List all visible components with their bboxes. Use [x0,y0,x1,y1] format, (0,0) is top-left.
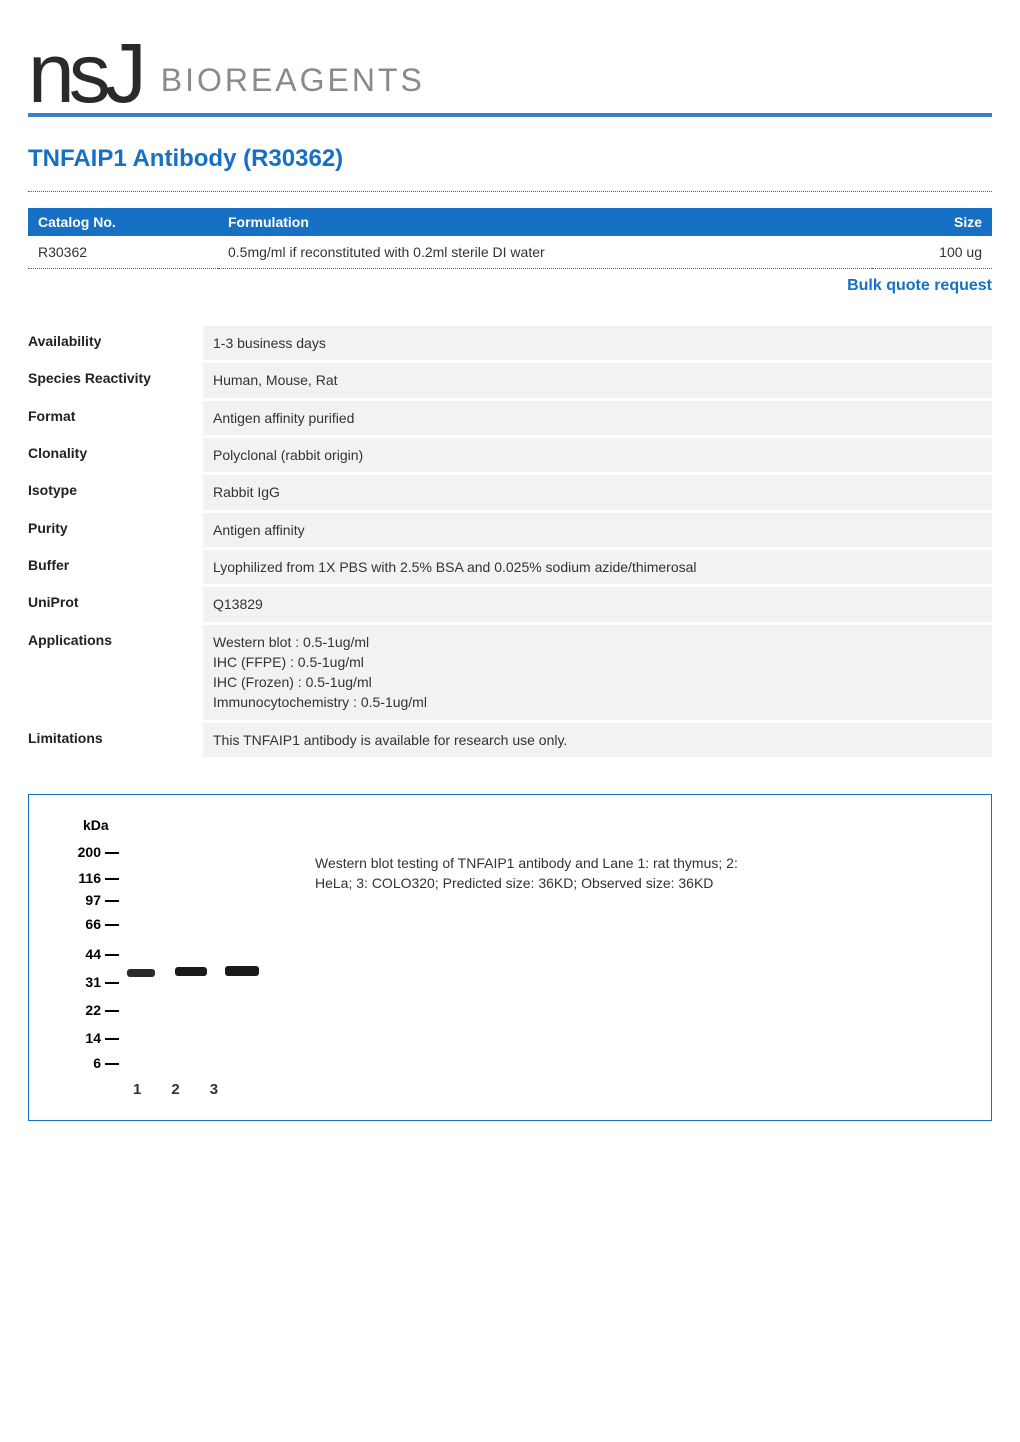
spec-value: 1-3 business days [203,326,992,360]
spec-label: Format [28,401,203,435]
catalog-header-formulation: Formulation [218,208,872,236]
spec-label: UniProt [28,587,203,621]
spec-value: This TNFAIP1 antibody is available for r… [203,723,992,757]
ladder-tick [105,878,119,880]
ladder-mw-label: 66 [55,916,101,932]
ladder-tick [105,852,119,854]
figure-caption: Western blot testing of TNFAIP1 antibody… [315,853,755,894]
spec-value: Q13829 [203,587,992,621]
blot-band [127,969,155,977]
ladder-mw-label: 44 [55,946,101,962]
catalog-table: Catalog No. Formulation Size R30362 0.5m… [28,208,992,269]
western-blot: kDa 2001169766443122146 1 2 3 [55,817,279,1098]
spec-row: ApplicationsWestern blot : 0.5-1ug/ml IH… [28,625,992,720]
catalog-cell-size: 100 ug [872,236,992,269]
catalog-cell-formulation: 0.5mg/ml if reconstituted with 0.2ml ste… [218,236,872,269]
bulk-quote-link[interactable]: Bulk quote request [847,277,992,294]
spec-value: Human, Mouse, Rat [203,363,992,397]
spec-table: Availability1-3 business daysSpecies Rea… [28,323,992,760]
spec-label: Buffer [28,550,203,584]
spec-value: Lyophilized from 1X PBS with 2.5% BSA an… [203,550,992,584]
ladder-tick [105,1063,119,1065]
spec-row: IsotypeRabbit IgG [28,475,992,509]
spec-label: Isotype [28,475,203,509]
spec-row: ClonalityPolyclonal (rabbit origin) [28,438,992,472]
ladder-tick [105,1010,119,1012]
ladder-tick [105,954,119,956]
ladder-tick [105,924,119,926]
spec-row: UniProtQ13829 [28,587,992,621]
logo-bioreagents: BIOREAGENTS [161,62,425,99]
ladder-mw-label: 31 [55,974,101,990]
lane-label-2: 2 [171,1081,179,1098]
ladder-mw-label: 6 [55,1055,101,1071]
header-rule [28,113,992,117]
catalog-header-catno: Catalog No. [28,208,218,236]
spec-value: Western blot : 0.5-1ug/ml IHC (FFPE) : 0… [203,625,992,720]
ladder-tick [105,982,119,984]
spec-row: Species ReactivityHuman, Mouse, Rat [28,363,992,397]
figure-box: kDa 2001169766443122146 1 2 3 Western bl… [28,794,992,1121]
logo-ns: ns [28,40,105,107]
title-underline [28,191,992,192]
blot-band [225,966,259,976]
ladder-mw-label: 200 [55,844,101,860]
spec-row: LimitationsThis TNFAIP1 antibody is avai… [28,723,992,757]
lane-area [119,841,279,1075]
spec-label: Limitations [28,723,203,757]
lane-labels: 1 2 3 [133,1081,279,1098]
spec-value: Polyclonal (rabbit origin) [203,438,992,472]
spec-row: PurityAntigen affinity [28,513,992,547]
catalog-header-size: Size [872,208,992,236]
kda-label: kDa [83,817,279,833]
ladder-mw-label: 22 [55,1002,101,1018]
spec-label: Availability [28,326,203,360]
spec-row: Availability1-3 business days [28,326,992,360]
ladder-tick [105,900,119,902]
page-title: TNFAIP1 Antibody (R30362) [28,145,992,173]
spec-row: FormatAntigen affinity purified [28,401,992,435]
spec-value: Rabbit IgG [203,475,992,509]
lane-label-3: 3 [210,1081,218,1098]
spec-label: Clonality [28,438,203,472]
logo: ns J BIOREAGENTS [28,40,992,107]
spec-label: Species Reactivity [28,363,203,397]
catalog-cell-catno: R30362 [28,236,218,269]
blot-band [175,967,207,976]
ladder-tick [105,1038,119,1040]
spec-value: Antigen affinity [203,513,992,547]
spec-value: Antigen affinity purified [203,401,992,435]
lane-label-1: 1 [133,1081,141,1098]
spec-row: BufferLyophilized from 1X PBS with 2.5% … [28,550,992,584]
ladder-mw-label: 116 [55,870,101,886]
spec-label: Applications [28,625,203,720]
catalog-row: R30362 0.5mg/ml if reconstituted with 0.… [28,236,992,269]
logo-j: J [105,40,147,107]
ladder-mw-label: 97 [55,892,101,908]
spec-label: Purity [28,513,203,547]
ladder-mw-label: 14 [55,1030,101,1046]
bulk-quote-row: Bulk quote request [28,277,992,295]
